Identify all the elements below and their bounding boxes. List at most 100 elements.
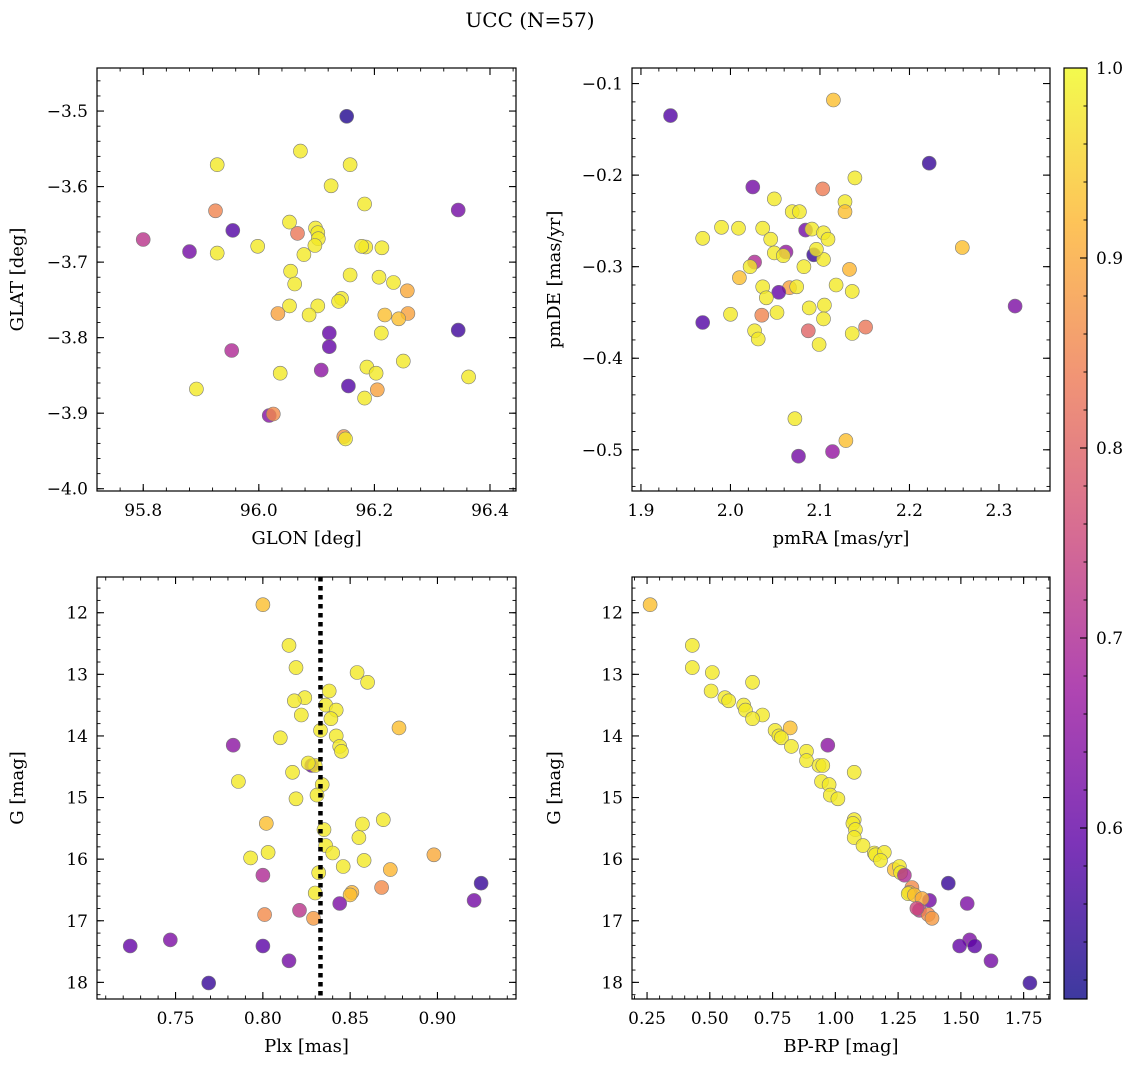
data-point — [255, 597, 271, 613]
data-point — [791, 448, 806, 464]
data-point — [763, 231, 779, 247]
x-tick-label: 95.8 — [124, 501, 162, 521]
data-point — [391, 720, 407, 736]
data-point — [858, 319, 873, 335]
data-point — [281, 638, 297, 653]
data-point — [721, 693, 737, 709]
colorbar-frame — [1063, 67, 1088, 1000]
data-point — [855, 838, 871, 853]
data-point — [796, 259, 812, 275]
data-point — [828, 277, 844, 293]
x-tick-label: 96.2 — [355, 501, 393, 521]
data-point — [282, 298, 297, 314]
data-point — [782, 720, 798, 736]
y-axis-label: G [mag] — [7, 751, 28, 824]
data-point — [959, 896, 975, 911]
data-point — [921, 155, 937, 171]
x-axis-label: GLON [deg] — [251, 528, 361, 549]
data-point — [838, 433, 854, 448]
data-point — [357, 196, 372, 212]
axes-frame — [96, 576, 517, 1000]
x-tick-label: 0.80 — [244, 1009, 282, 1029]
data-point — [357, 390, 372, 406]
data-point — [243, 850, 258, 866]
data-point — [321, 683, 337, 699]
y-tick-label: −3.5 — [47, 102, 88, 122]
data-point — [784, 739, 799, 754]
x-tick-label: 1.25 — [879, 1009, 917, 1029]
data-point — [826, 92, 841, 108]
data-point — [450, 322, 466, 338]
data-point — [285, 764, 300, 780]
data-point — [758, 290, 774, 306]
data-point — [281, 953, 297, 969]
data-point — [360, 674, 375, 690]
x-tick-label: 1.50 — [942, 1009, 980, 1029]
data-point — [755, 220, 771, 236]
data-point — [809, 242, 824, 257]
data-point — [815, 181, 831, 197]
data-point — [684, 638, 700, 653]
data-point — [897, 867, 912, 883]
x-tick-label: 96.0 — [240, 501, 278, 521]
colorbar-tick-label: 0.7 — [1096, 629, 1123, 649]
x-tick-label: 2.2 — [896, 501, 923, 521]
data-point — [789, 279, 805, 295]
data-point — [769, 305, 785, 320]
data-point — [354, 239, 370, 254]
data-point — [282, 214, 297, 230]
data-point — [301, 307, 317, 323]
data-point — [842, 262, 857, 277]
data-point — [208, 203, 223, 219]
data-point — [341, 378, 356, 394]
data-point — [309, 787, 325, 803]
data-point — [201, 975, 216, 991]
x-tick-label: 0.25 — [628, 1009, 666, 1029]
y-tick-label: −3.6 — [47, 178, 88, 198]
data-point — [290, 226, 305, 241]
points — [135, 109, 476, 447]
data-point — [750, 331, 766, 347]
y-tick-label: −0.1 — [582, 75, 623, 95]
data-point — [293, 707, 309, 723]
data-point — [331, 294, 346, 309]
data-point — [924, 910, 940, 926]
data-point — [695, 231, 711, 246]
data-point — [745, 179, 761, 195]
data-point — [349, 665, 365, 680]
data-point — [182, 244, 197, 259]
data-point — [825, 444, 840, 459]
data-point — [391, 311, 407, 327]
data-point — [334, 743, 349, 759]
y-axis-label: GLAT [deg] — [7, 228, 28, 332]
colorbar-gradient — [1064, 68, 1087, 999]
points — [642, 597, 1038, 991]
data-point — [375, 812, 391, 828]
data-point — [307, 238, 323, 253]
data-point — [265, 406, 281, 422]
data-point — [351, 830, 367, 845]
data-point — [399, 283, 415, 299]
data-point — [801, 300, 817, 316]
axes-frame — [631, 67, 1051, 492]
colorbar-tick-label: 0.9 — [1096, 249, 1123, 269]
data-point — [774, 730, 789, 746]
y-tick-label: 12 — [601, 604, 623, 624]
y-tick-label: 16 — [66, 850, 88, 870]
data-point — [355, 816, 370, 832]
data-point — [792, 204, 807, 219]
data-point — [356, 853, 372, 868]
data-point — [225, 737, 241, 753]
y-tick-label: 12 — [66, 604, 88, 624]
data-point — [684, 660, 700, 675]
data-point — [830, 791, 846, 807]
x-tick-label: 1.00 — [816, 1009, 854, 1029]
data-point — [283, 263, 298, 279]
data-point — [296, 247, 312, 262]
data-point — [820, 231, 836, 247]
data-point — [873, 853, 888, 868]
data-point — [642, 597, 658, 613]
data-point — [1022, 975, 1038, 991]
data-point — [163, 932, 178, 948]
data-point — [771, 284, 787, 300]
